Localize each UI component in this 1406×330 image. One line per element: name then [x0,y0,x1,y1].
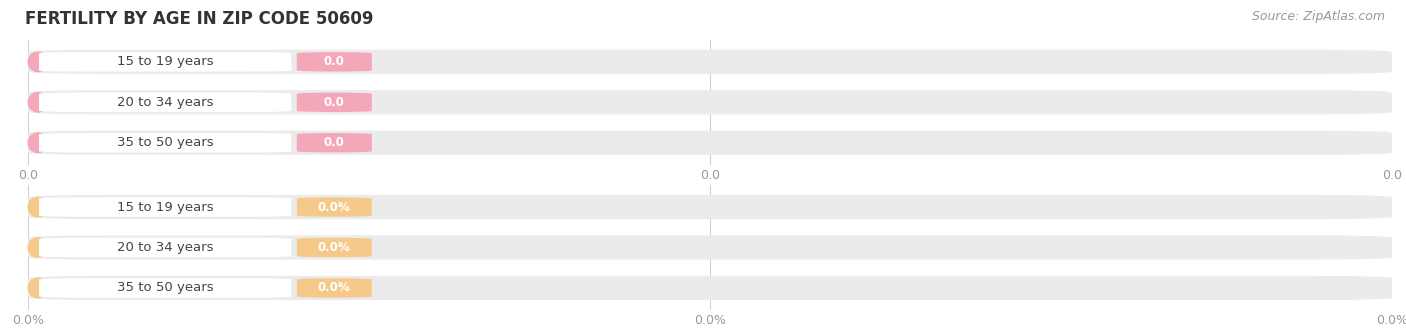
FancyBboxPatch shape [28,131,1392,155]
Text: 0.0%: 0.0% [318,201,350,214]
FancyBboxPatch shape [297,197,371,217]
Text: 0.0%: 0.0% [318,281,350,294]
FancyBboxPatch shape [28,90,1392,115]
Text: FERTILITY BY AGE IN ZIP CODE 50609: FERTILITY BY AGE IN ZIP CODE 50609 [25,10,374,28]
FancyBboxPatch shape [297,238,371,257]
FancyBboxPatch shape [39,238,291,257]
FancyBboxPatch shape [297,93,371,112]
Text: 20 to 34 years: 20 to 34 years [117,96,214,109]
Ellipse shape [28,278,48,298]
FancyBboxPatch shape [28,50,1392,74]
FancyBboxPatch shape [28,195,1392,219]
Text: 0.0: 0.0 [323,55,344,68]
Text: Source: ZipAtlas.com: Source: ZipAtlas.com [1251,10,1385,23]
Ellipse shape [28,133,48,152]
FancyBboxPatch shape [297,133,371,152]
Text: 35 to 50 years: 35 to 50 years [117,281,214,294]
Ellipse shape [28,238,48,257]
Text: 20 to 34 years: 20 to 34 years [117,241,214,254]
FancyBboxPatch shape [39,197,291,217]
FancyBboxPatch shape [297,52,371,72]
Text: 0.0: 0.0 [323,96,344,109]
FancyBboxPatch shape [39,133,291,152]
FancyBboxPatch shape [39,93,291,112]
Ellipse shape [28,197,48,217]
Text: 15 to 19 years: 15 to 19 years [117,55,214,68]
FancyBboxPatch shape [28,235,1392,260]
Text: 15 to 19 years: 15 to 19 years [117,201,214,214]
FancyBboxPatch shape [39,52,291,72]
FancyBboxPatch shape [39,278,291,298]
Ellipse shape [28,52,48,72]
Text: 35 to 50 years: 35 to 50 years [117,136,214,149]
Ellipse shape [28,93,48,112]
Text: 0.0: 0.0 [323,136,344,149]
Text: 0.0%: 0.0% [318,241,350,254]
FancyBboxPatch shape [28,276,1392,300]
FancyBboxPatch shape [297,278,371,298]
